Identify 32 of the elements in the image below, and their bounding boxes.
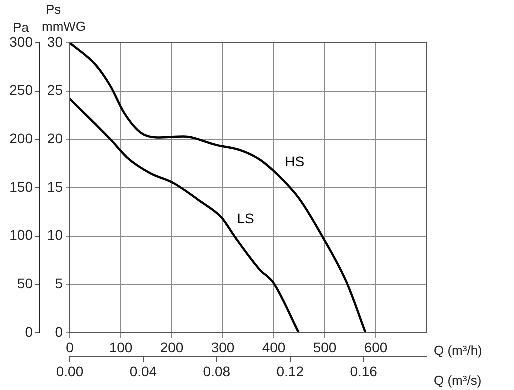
y-tick-label: 30 [47,34,64,50]
x2-axis-title: Q (m³/s) [434,373,482,388]
y-tick-label: 25 [47,82,64,98]
y-axis-title: Ps mmWG [42,2,86,34]
y-tick-label: 0 [55,324,64,340]
x2-tick-label: 0.16 [350,363,378,380]
x2-tick-label: 0.12 [276,363,304,380]
y2-tick-label: 300 [10,34,34,50]
x-tick-label: 300 [211,339,235,356]
y2-tick-label: 250 [10,82,34,98]
series-label: LS [237,210,254,226]
x-tick-label: 0 [66,339,74,356]
x2-tick-label: 0.08 [203,363,231,380]
x-tick-label: 100 [109,339,133,356]
y-tick-label: 10 [47,227,64,244]
x-tick-label: 600 [364,339,388,356]
y2-tick-label: 50 [17,276,34,292]
x-tick-label: 200 [160,339,184,356]
y-tick-label: 15 [47,178,64,195]
y-tick-label: 5 [55,276,64,292]
y2-axis-title: Pa [13,20,30,35]
series-label: HS [285,153,305,170]
y-tick-label: 20 [47,130,64,147]
x2-tick-label: 0.04 [130,363,158,380]
y2-tick-label: 150 [10,178,34,195]
y2-tick-label: 200 [10,130,34,147]
x-tick-label: 500 [313,339,337,356]
x-axis-title: Q (m³/h) [434,343,482,358]
x-tick-label: 400 [262,339,286,356]
y2-tick-label: 100 [10,227,34,244]
y2-tick-label: 0 [25,324,34,340]
x2-tick-label: 0.00 [56,363,84,380]
